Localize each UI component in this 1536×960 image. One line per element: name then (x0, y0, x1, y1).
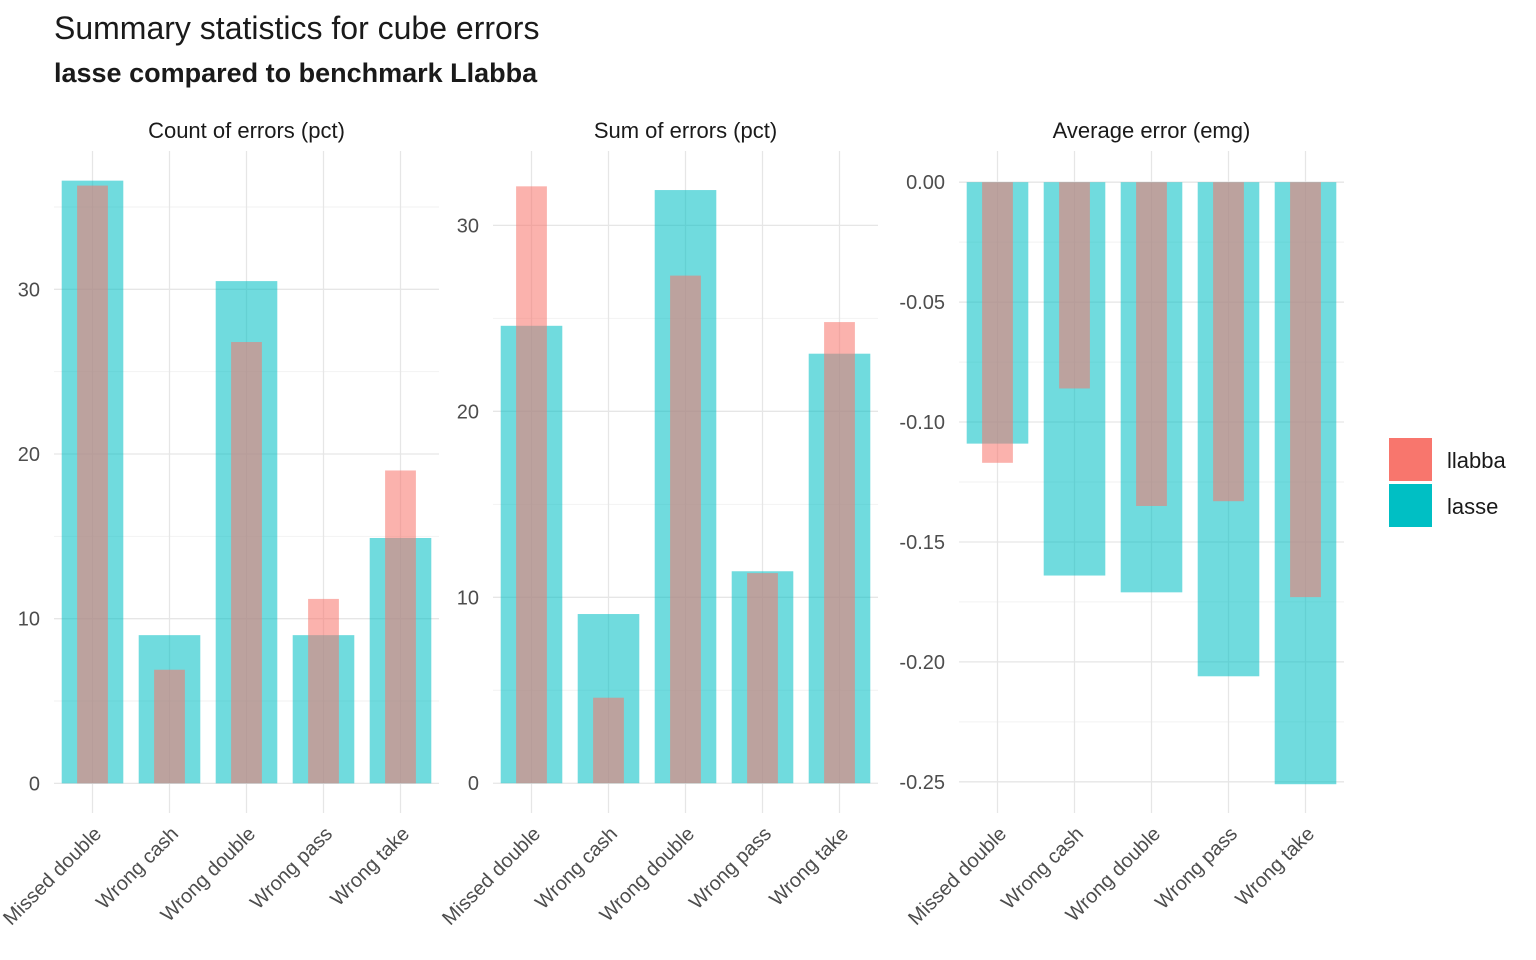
y-tick-label: -0.10 (899, 412, 945, 434)
x-tick-label: Wrong pass (246, 823, 337, 914)
y-tick-label: 10 (18, 609, 40, 631)
chart-subtitle: lasse compared to benchmark Llabba (54, 58, 538, 88)
bar-llabba-wrong-cash (154, 669, 185, 784)
y-tick-label: 20 (457, 401, 479, 423)
bar-llabba-missed-double (77, 185, 108, 784)
x-tick-label: Wrong take (326, 823, 414, 911)
y-tick-label: -0.15 (899, 532, 945, 554)
legend-label-llabba: llabba (1447, 448, 1506, 473)
bar-llabba-wrong-take (1290, 182, 1321, 598)
panel-count-of-errors-pct: Count of errors (pct) 0 10 20 30 Missed doubl… (0, 118, 439, 930)
bar-llabba-wrong-cash (593, 697, 624, 784)
bar-llabba-wrong-pass (747, 573, 778, 784)
x-tick-label: Wrong pass (685, 823, 776, 914)
bar-llabba-missed-double (516, 186, 547, 784)
x-tick-label: Missed double (904, 823, 1011, 930)
x-tick-label: Wrong pass (1151, 823, 1242, 914)
chart-title: Summary statistics for cube errors (54, 10, 540, 46)
bar-llabba-wrong-double (670, 275, 701, 784)
legend-label-lasse: lasse (1447, 494, 1498, 519)
bar-llabba-wrong-pass (1213, 182, 1244, 502)
bar-llabba-wrong-double (1136, 182, 1167, 506)
bar-llabba-wrong-take (385, 470, 416, 784)
panel-average-error-emg: Average error (emg) 0.00 -0.05 -0.10 -0.15 -0… (899, 118, 1344, 930)
y-tick-label: 30 (457, 215, 479, 237)
y-tick-label: -0.20 (899, 652, 945, 674)
bar-llabba-missed-double (982, 182, 1013, 463)
panel-title: Average error (emg) (1053, 118, 1251, 143)
x-tick-label: Missed double (0, 823, 106, 930)
y-tick-label: 30 (18, 279, 40, 301)
bar-llabba-wrong-cash (1059, 182, 1090, 389)
y-tick-label: 0 (468, 773, 479, 795)
panel-title: Count of errors (pct) (148, 118, 345, 143)
y-tick-label: -0.25 (899, 772, 945, 794)
y-tick-label: 0 (29, 773, 40, 795)
bar-llabba-wrong-double (231, 342, 262, 784)
legend-swatch-llabba (1389, 438, 1432, 481)
x-tick-label: Wrong take (765, 823, 853, 911)
bar-llabba-wrong-pass (308, 598, 339, 784)
y-tick-label: 10 (457, 587, 479, 609)
y-tick-label: 0.00 (906, 172, 945, 194)
panel-sum-of-errors-pct: Sum of errors (pct) 0 10 20 30 Missed double W… (438, 118, 878, 930)
panel-title: Sum of errors (pct) (594, 118, 777, 143)
legend-swatch-lasse (1389, 484, 1432, 527)
x-tick-label: Missed double (438, 823, 545, 930)
x-tick-label: Wrong take (1231, 823, 1319, 911)
legend: llabba lasse (1389, 438, 1506, 527)
y-tick-label: 20 (18, 444, 40, 466)
y-tick-label: -0.05 (899, 292, 945, 314)
bar-llabba-wrong-take (824, 322, 855, 784)
